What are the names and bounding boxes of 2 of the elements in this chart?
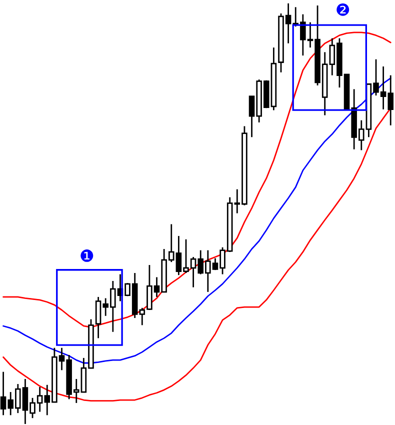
annotation: ❷ (336, 3, 350, 16)
annotation: ❶ (80, 249, 94, 262)
